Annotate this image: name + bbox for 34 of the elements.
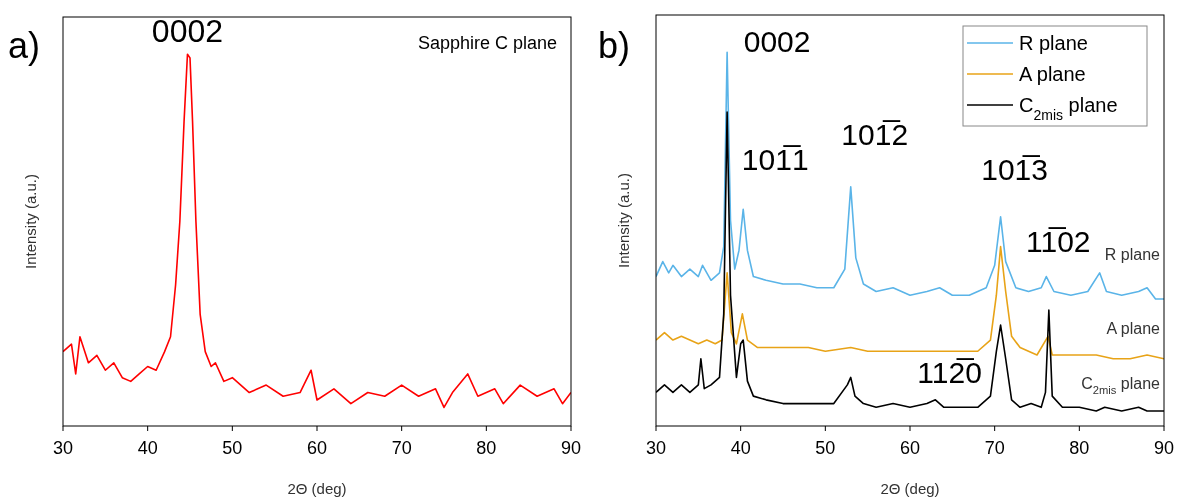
annotation: 0002: [743, 25, 811, 59]
annotation: 101̅3: [981, 152, 1048, 186]
annotation: R plane: [1104, 246, 1161, 264]
x-tick-label: 90: [1153, 438, 1175, 458]
annotation: 101̅1: [741, 143, 809, 177]
annotation: 0002: [151, 13, 224, 50]
x-tick-label: 60: [306, 438, 328, 458]
x-tick-label: 70: [984, 438, 1005, 458]
annotation: A plane: [1106, 319, 1161, 337]
legend-label: R plane: [1019, 32, 1088, 54]
x-tick-label: 50: [222, 438, 243, 458]
y-axis-title: Intensity (a.u.): [615, 172, 632, 269]
x-tick-label: 90: [560, 438, 582, 458]
x-axis-title: 2Θ (deg): [287, 480, 347, 497]
x-axis-title: 2Θ (deg): [880, 480, 940, 497]
legend-label: C$_{2mis}$ plane: [1019, 94, 1118, 123]
annotation: 112̅0: [917, 356, 982, 390]
y-axis-title: Intensity (a.u.): [22, 173, 39, 270]
chart-title: b): [598, 25, 631, 66]
x-tick-label: 80: [1069, 438, 1090, 458]
text: Sapphire C plane: [417, 33, 557, 53]
x-tick-label: 80: [476, 438, 497, 458]
x-tick-label: 60: [899, 438, 921, 458]
x-tick-label: 30: [52, 438, 74, 458]
x-tick-label: 30: [645, 438, 667, 458]
x-tick-label: 50: [815, 438, 836, 458]
annotation: 11̅02: [1026, 224, 1091, 258]
x-tick-label: 40: [730, 438, 751, 458]
x-tick-label: 40: [137, 438, 158, 458]
annotation: 101̅2: [841, 117, 909, 151]
x-tick-label: 70: [391, 438, 412, 458]
legend-label: A plane: [1019, 63, 1086, 85]
annotation: C$_{2mis}$ plane: [1081, 375, 1161, 397]
chart-title: a): [8, 25, 41, 66]
